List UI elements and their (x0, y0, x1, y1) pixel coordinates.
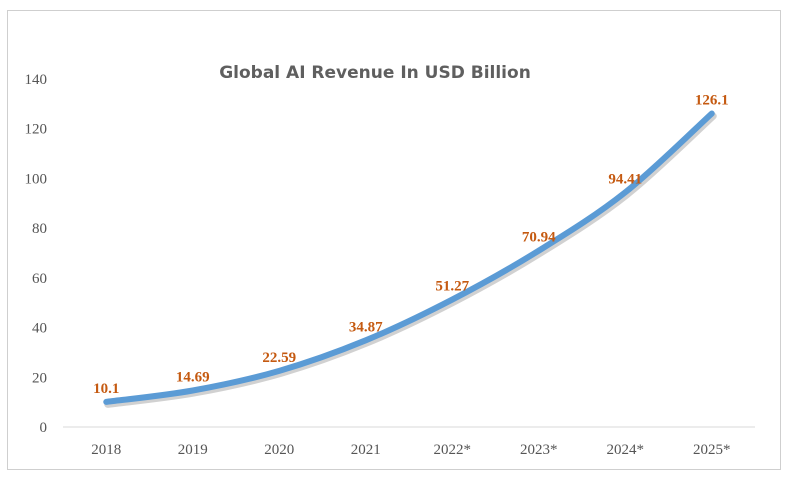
x-tick-label: 2022* (434, 442, 472, 458)
series-line-shadow (104, 112, 717, 408)
x-tick-label: 2023* (520, 442, 558, 458)
data-label: 22.59 (262, 350, 296, 366)
y-tick-label: 60 (32, 271, 47, 287)
y-tick-label: 0 (40, 420, 48, 436)
x-tick-label: 2025* (693, 442, 731, 458)
y-tick-label: 120 (25, 122, 48, 138)
x-tick-label: 2019 (178, 442, 208, 458)
y-tick-label: 20 (32, 370, 47, 386)
x-tick-label: 2018 (91, 442, 121, 458)
x-tick-label: 2021 (351, 442, 381, 458)
data-labels: 10.1 14.69 22.59 34.87 51.27 70.94 94.41 126.1 (93, 93, 729, 397)
data-label: 126.1 (695, 93, 729, 109)
x-tick-label: 2024* (607, 442, 645, 458)
y-tick-label: 100 (25, 171, 48, 187)
chart-frame (7, 10, 781, 470)
chart-title: Global AI Revenue In USD Billion (219, 63, 531, 83)
data-label: 94.41 (608, 171, 642, 187)
y-tick-label: 140 (25, 72, 48, 88)
data-label: 51.27 (435, 279, 469, 295)
series-group (103, 110, 717, 408)
y-axis-ticks: 0 20 40 60 80 100 120 140 (25, 72, 48, 436)
data-label: 70.94 (522, 230, 556, 246)
x-axis-ticks: 2018 2019 2020 2021 2022* 2023* 2024* 2025* (91, 442, 730, 458)
data-label: 14.69 (176, 369, 210, 385)
x-tick-label: 2020 (264, 442, 294, 458)
data-label: 10.1 (93, 381, 119, 397)
data-label: 34.87 (349, 319, 383, 335)
y-tick-label: 40 (32, 321, 47, 337)
y-tick-label: 80 (32, 221, 47, 237)
series-line (103, 110, 715, 405)
